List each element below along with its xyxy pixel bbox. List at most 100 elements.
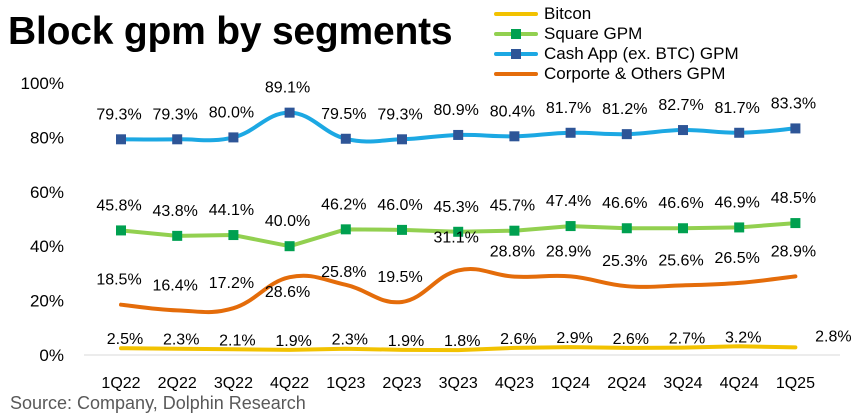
x-tick-label: 3Q22 — [214, 375, 253, 392]
data-point-square-gpm — [172, 230, 183, 241]
data-label-bitcon: 2.7% — [669, 331, 705, 348]
chart-title: Block gpm by segments — [8, 10, 453, 53]
data-label-corporte-others-gpm: 25.6% — [658, 252, 703, 269]
data-label-bitcon: 2.1% — [219, 332, 255, 349]
data-point-square-gpm — [734, 222, 745, 233]
data-label-corporte-others-gpm: 25.8% — [321, 264, 366, 281]
data-label-cash-app-ex-btc-gpm: 80.4% — [490, 103, 535, 120]
data-label-bitcon: 2.6% — [500, 331, 536, 348]
x-tick-label: 2Q23 — [382, 375, 421, 392]
data-label-cash-app-ex-btc-gpm: 81.2% — [602, 101, 647, 118]
data-point-square-gpm — [453, 226, 464, 237]
x-tick-label: 2Q24 — [607, 375, 646, 392]
x-tick-label: 4Q22 — [270, 375, 309, 392]
legend-label-corporate: Corporte & Others GPM — [544, 64, 726, 83]
data-label-cash-app-ex-btc-gpm: 79.5% — [321, 106, 366, 123]
data-point-square-gpm — [284, 241, 295, 252]
data-point-square-gpm — [397, 224, 407, 235]
data-point-cash-app-ex-btc-gpm — [228, 132, 239, 143]
label-layer: 2.5% 2.3% 2.1% 1.9% 2.3% 1.9% 1.8% 2.6% 2.9% 2.6%… — [96, 80, 851, 350]
legend-label-cash-app: Cash App (ex. BTC) GPM — [544, 44, 739, 63]
y-tick-label: 40% — [30, 237, 64, 256]
data-label-corporte-others-gpm: 28.8% — [490, 244, 535, 261]
data-label-cash-app-ex-btc-gpm: 83.3% — [771, 95, 816, 112]
data-point-square-gpm — [565, 221, 576, 232]
data-label-square-gpm: 46.0% — [377, 197, 422, 214]
data-point-cash-app-ex-btc-gpm — [734, 127, 745, 138]
data-label-corporte-others-gpm: 18.5% — [96, 272, 141, 289]
legend-swatch-bitcon — [494, 12, 538, 16]
y-tick-label: 80% — [30, 128, 64, 147]
x-tick-label: 3Q24 — [663, 375, 702, 392]
data-label-cash-app-ex-btc-gpm: 79.3% — [153, 106, 198, 123]
y-tick-label: 0% — [39, 346, 64, 365]
data-label-bitcon: 1.9% — [275, 333, 311, 350]
y-tick-label: 20% — [30, 292, 64, 311]
data-label-square-gpm: 48.5% — [771, 190, 816, 207]
data-point-cash-app-ex-btc-gpm — [116, 134, 126, 145]
data-point-square-gpm — [621, 223, 632, 234]
x-tick-label: 3Q23 — [439, 375, 478, 392]
series-line-corporte-others-gpm — [119, 267, 798, 315]
x-tick-label: 1Q25 — [776, 375, 815, 392]
data-point-cash-app-ex-btc-gpm — [397, 134, 407, 145]
data-label-corporte-others-gpm: 31.1% — [434, 229, 479, 246]
data-label-cash-app-ex-btc-gpm: 80.0% — [209, 104, 254, 121]
legend-item-bitcon: Bitcon — [494, 4, 739, 24]
data-point-cash-app-ex-btc-gpm — [790, 123, 801, 134]
data-label-square-gpm: 46.2% — [321, 196, 366, 213]
legend-item-square: Square GPM — [494, 24, 739, 44]
data-point-cash-app-ex-btc-gpm — [678, 125, 688, 136]
data-label-bitcon: 2.6% — [613, 331, 649, 348]
data-point-cash-app-ex-btc-gpm — [453, 129, 464, 140]
data-label-corporte-others-gpm: 26.5% — [715, 250, 760, 267]
data-label-cash-app-ex-btc-gpm: 80.9% — [434, 102, 479, 119]
data-label-square-gpm: 46.6% — [602, 195, 647, 212]
data-label-square-gpm: 45.3% — [434, 199, 479, 216]
data-label-corporte-others-gpm: 19.5% — [377, 269, 422, 286]
data-label-cash-app-ex-btc-gpm: 81.7% — [715, 100, 760, 117]
data-point-cash-app-ex-btc-gpm — [340, 133, 351, 144]
legend-marker-cash-app — [511, 49, 521, 59]
legend-marker-square — [511, 29, 521, 39]
x-tick-label: 4Q23 — [495, 375, 534, 392]
data-label-cash-app-ex-btc-gpm: 82.7% — [658, 97, 703, 114]
series-layer — [116, 107, 801, 353]
data-label-corporte-others-gpm: 28.9% — [546, 243, 591, 260]
data-point-cash-app-ex-btc-gpm — [565, 127, 576, 138]
x-tick-label: 1Q24 — [551, 375, 590, 392]
data-point-square-gpm — [228, 230, 239, 241]
data-point-square-gpm — [678, 223, 688, 234]
legend-label-square: Square GPM — [544, 24, 643, 43]
data-label-cash-app-ex-btc-gpm: 89.1% — [265, 80, 310, 97]
data-label-square-gpm: 45.7% — [490, 198, 535, 215]
legend: Bitcon Square GPM Cash App (ex. BTC) GPM… — [494, 4, 739, 84]
x-tick-label: 4Q24 — [720, 375, 759, 392]
data-label-bitcon: 1.9% — [388, 333, 424, 350]
legend-swatch-corporate — [494, 72, 538, 76]
data-label-bitcon: 2.5% — [107, 331, 143, 348]
data-label-corporte-others-gpm: 17.2% — [209, 275, 254, 292]
data-point-cash-app-ex-btc-gpm — [284, 107, 295, 118]
data-point-square-gpm — [340, 224, 351, 235]
series-line-bitcon — [119, 344, 798, 353]
legend-item-cash-app: Cash App (ex. BTC) GPM — [494, 44, 739, 64]
x-tick-label: 1Q23 — [326, 375, 365, 392]
data-point-cash-app-ex-btc-gpm — [172, 134, 183, 145]
data-label-corporte-others-gpm: 16.4% — [153, 277, 198, 294]
data-point-square-gpm — [509, 225, 520, 236]
data-label-square-gpm: 44.1% — [209, 202, 254, 219]
data-point-square-gpm — [116, 225, 126, 236]
data-label-cash-app-ex-btc-gpm: 79.3% — [377, 106, 422, 123]
data-label-square-gpm: 40.0% — [265, 213, 310, 230]
y-tick-label: 100% — [21, 74, 64, 93]
data-label-bitcon: 2.9% — [556, 330, 592, 347]
data-label-corporte-others-gpm: 28.6% — [265, 284, 310, 301]
source-note: Source: Company, Dolphin Research — [10, 393, 306, 413]
data-label-bitcon: 2.8% — [815, 328, 851, 345]
data-label-bitcon: 1.8% — [444, 333, 480, 350]
data-label-bitcon: 2.3% — [332, 332, 368, 349]
x-tick-label: 2Q22 — [158, 375, 197, 392]
data-label-square-gpm: 43.8% — [153, 203, 198, 220]
